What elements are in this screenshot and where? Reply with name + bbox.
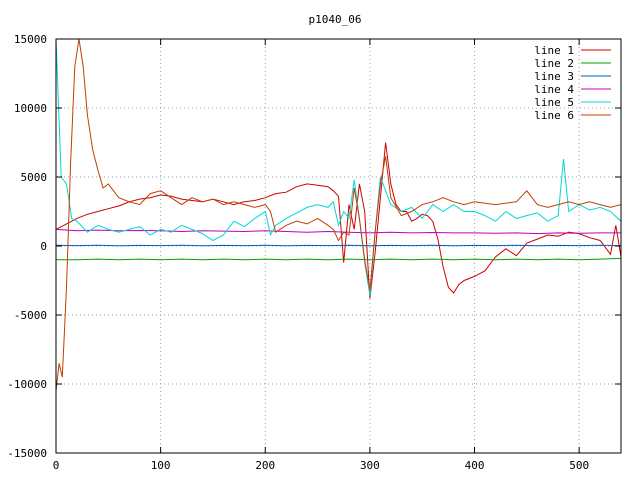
- legend-label-6: line 6: [534, 109, 574, 122]
- y-tick-label: -10000: [7, 378, 47, 391]
- y-tick-label: -5000: [14, 309, 47, 322]
- x-tick-label: 200: [255, 459, 275, 472]
- x-tick-label: 300: [360, 459, 380, 472]
- legend-label-2: line 2: [534, 57, 574, 70]
- x-tick-label: 400: [465, 459, 485, 472]
- chart-grid: [56, 39, 621, 453]
- legend-label-3: line 3: [534, 70, 574, 83]
- y-tick-label: 5000: [21, 171, 48, 184]
- chart-title: p1040_06: [309, 13, 362, 26]
- series-line-1: [56, 142, 621, 299]
- legend-label-4: line 4: [534, 83, 574, 96]
- legend-label-1: line 1: [534, 44, 574, 57]
- series-line-5: [56, 39, 621, 296]
- y-tick-label: -15000: [7, 447, 47, 460]
- series-line-4: [56, 228, 621, 235]
- legend-label-5: line 5: [534, 96, 574, 109]
- y-tick-label: 10000: [14, 102, 47, 115]
- axis-tick-labels: 0 100 200 300 400 500 -15000 -10000 -5000 0 5000 10…: [7, 33, 589, 472]
- x-tick-label: 0: [53, 459, 60, 472]
- y-tick-label: 0: [40, 240, 47, 253]
- series-line-2: [56, 257, 621, 261]
- x-tick-label: 500: [569, 459, 589, 472]
- x-tick-label: 100: [151, 459, 171, 472]
- series-line-6: [56, 39, 621, 391]
- y-tick-label: 15000: [14, 33, 47, 46]
- axis-ticks: [55, 38, 621, 454]
- chart-series: [56, 39, 621, 391]
